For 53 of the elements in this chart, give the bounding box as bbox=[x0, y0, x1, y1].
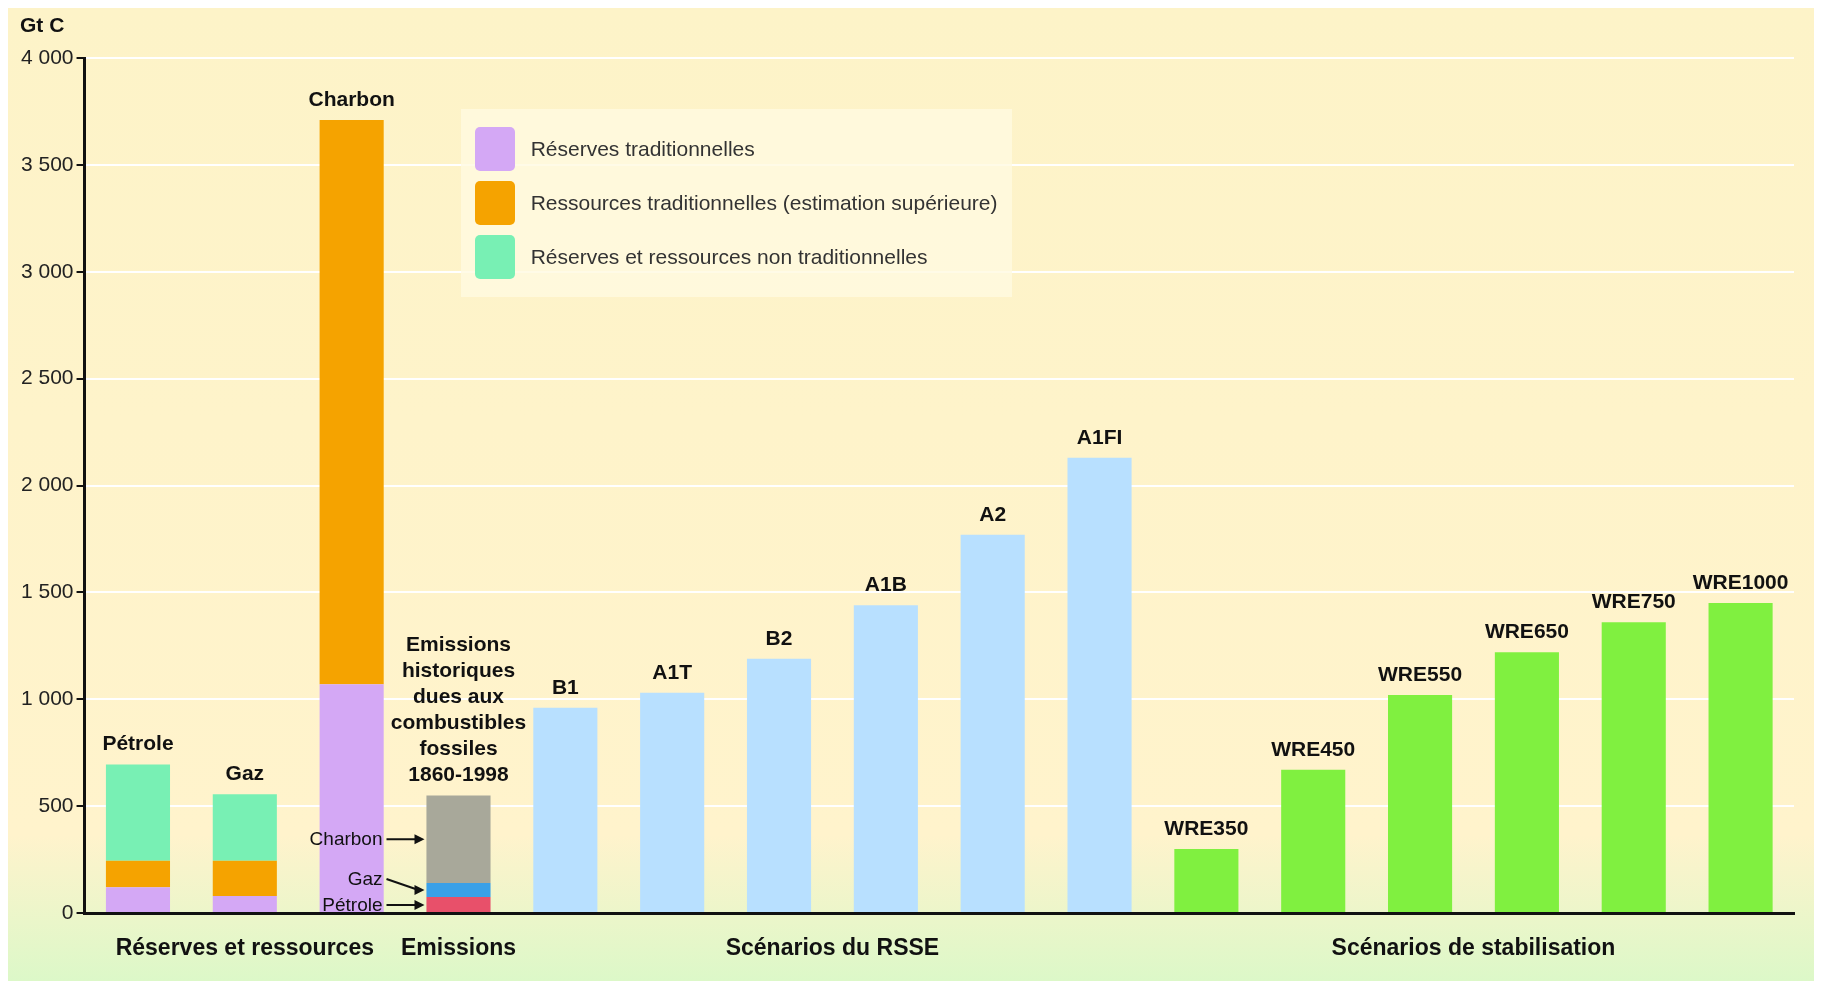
bar bbox=[746, 658, 812, 912]
bar bbox=[105, 764, 171, 861]
x-tick-label: A2 bbox=[979, 501, 1007, 525]
x-tick-label: WRE650 bbox=[1484, 619, 1569, 643]
y-tick-label: 500 bbox=[38, 792, 74, 816]
y-tick-label: 3 000 bbox=[20, 258, 74, 282]
bar bbox=[212, 860, 277, 896]
bar bbox=[1281, 769, 1346, 912]
bar bbox=[212, 794, 277, 861]
y-axis-title: Gt C bbox=[20, 13, 65, 36]
bar bbox=[319, 119, 384, 685]
x-tick-label: WRE750 bbox=[1591, 589, 1676, 613]
y-tick-label: 4 000 bbox=[20, 44, 74, 68]
bar bbox=[533, 707, 598, 912]
x-tick-label: A1FI bbox=[1076, 424, 1123, 448]
text: Gaz bbox=[347, 867, 383, 889]
x-tick-label: WRE1000 bbox=[1692, 570, 1789, 594]
y-tick-label: 0 bbox=[61, 899, 74, 923]
bar bbox=[1494, 652, 1559, 912]
legend-label: Ressources traditionnelles (estimation supérieure) bbox=[530, 191, 998, 216]
bar bbox=[1708, 603, 1773, 912]
text: Charbon bbox=[309, 828, 383, 850]
x-tick-label: A1B bbox=[864, 572, 907, 596]
bar bbox=[105, 887, 171, 912]
bar bbox=[212, 895, 277, 912]
legend-label: Réserves traditionnelles bbox=[530, 137, 755, 162]
text: Scénarios de stabilisation bbox=[1331, 934, 1616, 960]
bar bbox=[1388, 694, 1453, 912]
text: Pétrole bbox=[322, 893, 383, 915]
x-tick-label: WRE350 bbox=[1164, 815, 1249, 839]
bar bbox=[1067, 457, 1132, 912]
y-tick-label: 3 500 bbox=[20, 151, 74, 175]
bar bbox=[426, 795, 491, 884]
y-tick-label: 2 000 bbox=[20, 472, 74, 496]
y-tick-label: 2 500 bbox=[20, 365, 74, 389]
bar bbox=[1601, 622, 1666, 912]
bar bbox=[853, 605, 918, 912]
bar bbox=[640, 692, 705, 912]
bar bbox=[1174, 848, 1239, 912]
x-tick-label: WRE450 bbox=[1271, 736, 1356, 760]
x-tick-label: B1 bbox=[551, 674, 580, 698]
text: Scénarios du RSSE bbox=[725, 934, 940, 960]
legend-label: Réserves et ressources non traditionnelles bbox=[530, 245, 928, 270]
x-tick-label: Emissions historiques dues aux combustibles fossiles 1860-1998 bbox=[390, 632, 527, 786]
text: Emissions bbox=[400, 934, 517, 960]
y-tick-label: 1 000 bbox=[20, 686, 74, 710]
bar bbox=[105, 860, 171, 888]
x-tick-label: A1T bbox=[652, 659, 693, 683]
y-tick-label: 1 500 bbox=[20, 579, 74, 603]
text: Réserves et ressources bbox=[115, 934, 374, 960]
x-tick-label: WRE550 bbox=[1378, 661, 1463, 685]
x-tick-label: B2 bbox=[765, 625, 793, 649]
bar bbox=[960, 534, 1025, 912]
